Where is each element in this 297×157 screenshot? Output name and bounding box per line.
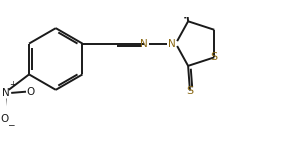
Text: N: N <box>140 39 148 49</box>
Text: N: N <box>168 39 176 49</box>
Text: O: O <box>181 0 190 2</box>
Text: −: − <box>7 120 15 130</box>
Text: S: S <box>187 86 194 96</box>
Text: N: N <box>2 88 10 98</box>
Text: S: S <box>211 52 218 62</box>
Text: O: O <box>0 114 9 124</box>
Text: O: O <box>26 87 34 97</box>
Text: +: + <box>9 80 16 89</box>
